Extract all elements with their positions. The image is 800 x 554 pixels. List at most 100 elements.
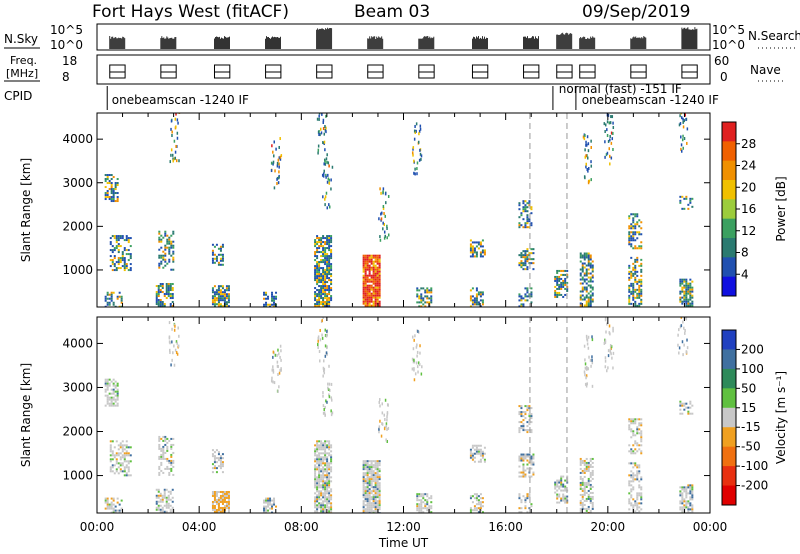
power-echo-cell	[162, 256, 165, 259]
velocity-echo-cell	[691, 486, 694, 489]
velocity-echo-cell	[330, 504, 333, 507]
power-sparse-echo	[321, 173, 324, 177]
time-axis: 00:00 04:00 08:00 12:00 16:00 20:00 00:00Time …	[80, 520, 728, 550]
velocity-echo-cell	[227, 498, 230, 501]
power-echo-cell	[227, 299, 230, 302]
velocity-echo-cell	[630, 480, 633, 483]
nsky-frame	[96, 23, 711, 51]
velocity-echo-cell	[583, 491, 586, 494]
velocity-echo-cell	[318, 462, 321, 465]
power-echo-cell	[161, 305, 164, 307]
power-echo-cell	[526, 248, 529, 251]
velocity-echo-cell	[263, 509, 266, 512]
velocity-echo-cell	[374, 506, 377, 509]
velocity-echo-cell	[223, 500, 226, 503]
power-echo-cell	[326, 239, 329, 242]
velocity-echo-cell	[376, 506, 379, 509]
velocity-echo-cell	[579, 507, 582, 510]
power-echo-cell	[520, 212, 523, 215]
power-echo-cell	[368, 264, 371, 267]
velocity-echo-cell	[123, 454, 126, 457]
power-echo-cell	[115, 239, 118, 242]
power-echo-cell	[632, 292, 635, 295]
velocity-echo-cell	[630, 484, 633, 487]
power-sparse-echo	[680, 135, 682, 139]
velocity-echo-cell	[587, 511, 590, 513]
power-echo-cell	[168, 236, 171, 239]
velocity-echo-cell	[364, 460, 367, 463]
velocity-echo-cell	[477, 501, 480, 504]
velocity-sparse-echo	[324, 344, 327, 348]
velocity-sparse-echo	[270, 379, 273, 383]
power-echo-cell	[628, 298, 631, 301]
velocity-echo-cell	[362, 494, 365, 497]
power-echo-cell	[581, 288, 584, 291]
power-echo-cell	[689, 201, 692, 204]
power-echo-cell	[125, 249, 128, 252]
velocity-echo-cell	[524, 453, 527, 456]
velocity-echo-cell	[528, 495, 531, 498]
power-echo-cell	[157, 289, 160, 292]
power-echo-cell	[316, 237, 319, 240]
power-echo-cell	[116, 198, 119, 201]
power-echo-cell	[518, 216, 521, 219]
velocity-echo-cell	[378, 470, 381, 473]
power-sparse-echo	[330, 187, 332, 191]
power-echo-cell	[328, 257, 331, 260]
power-echo-cell	[366, 304, 369, 307]
velocity-echo-cell	[110, 505, 113, 508]
velocity-echo-cell	[632, 462, 635, 465]
velocity-echo-cell	[583, 463, 586, 466]
power-echo-cell	[632, 290, 635, 293]
power-echo-cell	[110, 293, 113, 296]
velocity-echo-cell	[522, 423, 525, 426]
power-echo-cell	[372, 280, 375, 283]
velocity-echo-cell	[227, 510, 230, 513]
power-echo-cell	[368, 302, 371, 305]
velocity-sparse-echo	[322, 391, 324, 395]
power-echo-cell	[581, 264, 584, 267]
power-echo-cell	[171, 293, 174, 296]
velocity-sparse-echo	[385, 438, 387, 442]
power-echo-cell	[579, 302, 582, 305]
power-sparse-echo	[326, 160, 328, 164]
velocity-echo-cell	[370, 508, 373, 511]
velocity-echo-cell	[587, 461, 590, 464]
power-sparse-echo	[176, 118, 179, 122]
velocity-sparse-echo	[607, 349, 610, 353]
power-echo-cell	[330, 275, 333, 278]
velocity-echo-cell	[225, 492, 228, 495]
power-echo-cell	[374, 266, 377, 269]
velocity-echo-cell	[129, 474, 132, 477]
power-echo-cell	[679, 284, 682, 287]
power-echo-cell	[640, 264, 643, 267]
velocity-echo-cell	[416, 505, 419, 508]
velocity-echo-cell	[628, 462, 631, 465]
velocity-echo-cell	[316, 478, 319, 481]
power-echo-cell	[123, 259, 126, 262]
velocity-echo-cell	[581, 461, 584, 464]
power-echo-cell	[362, 284, 365, 287]
velocity-sparse-echo	[330, 398, 333, 402]
velocity-echo-cell	[687, 406, 690, 409]
power-echo-cell	[169, 283, 172, 286]
velocity-echo-cell	[322, 486, 325, 489]
velocity-echo-cell	[522, 429, 525, 432]
velocity-echo-cell	[638, 422, 641, 425]
power-echo-cell	[636, 231, 639, 234]
power-sparse-echo	[326, 180, 329, 184]
power-echo-cell	[215, 289, 218, 292]
velocity-echo-cell	[125, 472, 128, 475]
velocity-echo-cell	[681, 502, 684, 505]
velocity-echo-cell	[324, 500, 327, 503]
power-echo-cell	[378, 254, 381, 257]
velocity-echo-cell	[364, 480, 367, 483]
power-echo-cell	[316, 303, 319, 306]
power-echo-cell	[475, 253, 478, 256]
velocity-echo-cell	[679, 494, 682, 497]
power-echo-cell	[477, 243, 480, 246]
velocity-echo-cell	[314, 478, 317, 481]
power-echo-cell	[322, 299, 325, 302]
velocity-echo-cell	[160, 463, 163, 466]
velocity-echo-cell	[591, 473, 594, 476]
